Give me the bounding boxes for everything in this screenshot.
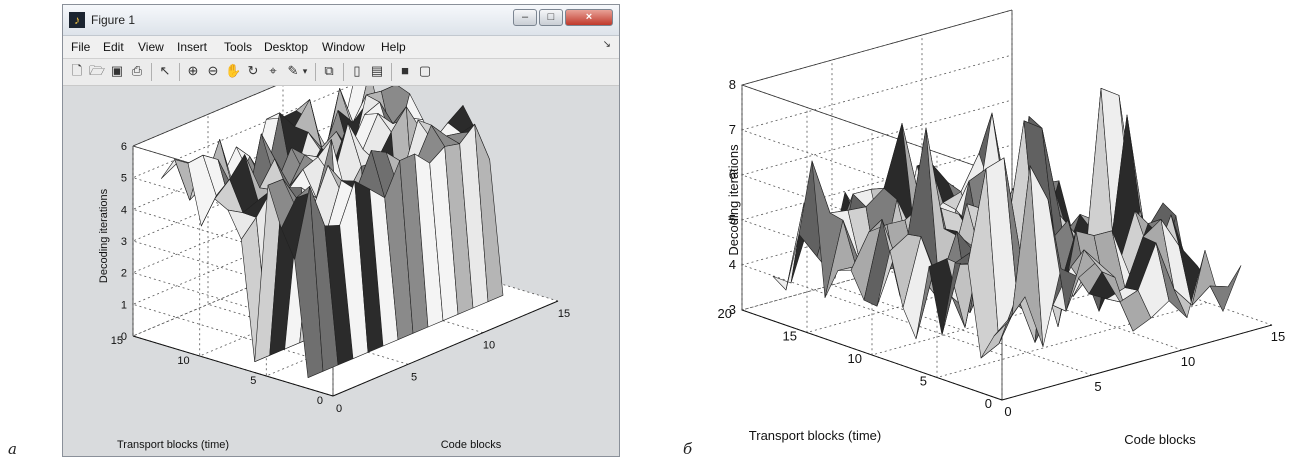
menu-desktop[interactable]: Desktop (264, 40, 309, 54)
toolbar-separator (343, 63, 344, 81)
data-cursor-icon[interactable]: ⌖ (269, 63, 277, 78)
menu-window[interactable]: Window (322, 40, 365, 54)
menu-help[interactable]: Help (381, 40, 406, 54)
z-tick-label: 5 (121, 173, 127, 185)
axis-box-edge (741, 9, 1013, 86)
new-figure-icon[interactable]: 🗋 (71, 63, 83, 78)
z-tick-label: 8 (729, 77, 736, 92)
x-tick-label: 0 (1004, 404, 1011, 419)
z-tick-label: 7 (729, 122, 736, 137)
rotate-3d-icon[interactable]: ↻ (247, 63, 259, 78)
x-tick-label: 15 (558, 308, 570, 320)
maximize-button[interactable]: □ (539, 9, 563, 26)
close-button[interactable]: × (565, 9, 613, 26)
y-tick-label: 15 (111, 335, 123, 347)
x-tick-label: 10 (483, 340, 495, 352)
panel-label-a: а (8, 440, 17, 458)
toolbar-separator (391, 63, 392, 81)
panel-label-b: б (683, 440, 693, 458)
pointer-icon[interactable]: ↖ (159, 63, 171, 78)
y-tick-label: 5 (920, 374, 927, 389)
figure-window: ♪ Figure 1 – □ × File Edit View Insert T… (62, 4, 620, 457)
z-tick-label: 6 (121, 141, 127, 153)
y-axis-line (741, 309, 1003, 401)
menu-dock-arrow-icon[interactable]: ↘ (602, 39, 611, 50)
menu-file[interactable]: File (71, 40, 91, 54)
menu-edit[interactable]: Edit (103, 40, 124, 54)
y-tick-label: 10 (177, 355, 189, 367)
toolbar-separator (315, 63, 316, 81)
menu-bar: File Edit View Insert Tools Desktop Wind… (63, 36, 619, 59)
title-bar: ♪ Figure 1 – □ × (63, 5, 619, 36)
x-axis-label: Code blocks (441, 439, 502, 451)
y-tick-label: 20 (718, 306, 732, 321)
colorbar-icon[interactable]: ▯ (353, 63, 361, 78)
brush-dropdown-icon[interactable]: ▾ (302, 66, 308, 76)
z-tick-label: 1 (121, 299, 127, 311)
axis-box-edge (741, 84, 1003, 176)
hide-plot-tools-icon[interactable]: ■ (401, 63, 409, 78)
z-tick-label: 4 (121, 204, 127, 216)
grid-line (131, 82, 359, 239)
print-icon[interactable]: ⎙ (131, 63, 143, 78)
legend-icon[interactable]: ▤ (370, 63, 384, 78)
x-tick-label: 5 (411, 371, 417, 383)
zoom-out-icon[interactable]: ⊖ (207, 63, 219, 78)
figure-canvas: 0 5 10 15 0 5 10 15 0 1 2 3 4 5 6 Code blocks Transport … (63, 50, 619, 456)
surface-plot-b[interactable]: 0 5 10 15 0 5 10 15 203 4 5 6 7 8 Code blocks Transport… (690, 0, 1310, 457)
z-tick-label: 3 (121, 236, 127, 248)
matlab-app-icon: ♪ (69, 12, 85, 28)
x-tick-label: 5 (1094, 379, 1101, 394)
menu-insert[interactable]: Insert (177, 40, 208, 54)
y-tick-label: 15 (783, 329, 797, 344)
z-tick-label: 4 (729, 257, 736, 272)
z-tick-label: 5 (729, 212, 736, 227)
toolbar-separator (151, 63, 152, 81)
z-tick-label: 0 (121, 331, 127, 343)
save-icon[interactable]: ▣ (110, 63, 124, 78)
surface-patch (1209, 265, 1242, 312)
z-tick-label: 3 (729, 302, 736, 317)
z-tick-label: 2 (121, 268, 127, 280)
show-plot-tools-icon[interactable]: ▢ (418, 63, 432, 78)
open-file-icon[interactable]: 🗁 (89, 63, 106, 78)
x-axis-line (332, 300, 559, 397)
menu-tools[interactable]: Tools (224, 40, 253, 54)
z-axis-label: Decoding iterations (98, 188, 110, 283)
window-title: Figure 1 (91, 13, 136, 27)
zoom-in-icon[interactable]: ⊕ (187, 63, 199, 78)
surface-patch (474, 123, 504, 302)
brush-icon[interactable]: ✎ (287, 63, 299, 78)
x-tick-label: 0 (336, 403, 342, 415)
z-tick-label: 6 (729, 167, 736, 182)
y-axis-label: Transport blocks (time) (117, 439, 229, 451)
minimize-button[interactable]: – (513, 9, 537, 26)
y-tick-label: 0 (317, 395, 323, 407)
y-tick-label: 5 (250, 375, 256, 387)
link-icon[interactable]: ⧉ (324, 63, 334, 78)
pan-icon[interactable]: ✋ (225, 63, 242, 78)
y-axis-label: Transport blocks (time) (749, 428, 881, 443)
z-axis-label: Decoding iterations (726, 144, 741, 256)
y-tick-label: 10 (848, 351, 862, 366)
toolbar-separator (179, 63, 180, 81)
y-tick-label: 0 (985, 396, 992, 411)
y-axis-line (132, 335, 334, 397)
menu-view[interactable]: View (138, 40, 164, 54)
x-tick-label: 15 (1271, 329, 1285, 344)
x-tick-label: 10 (1181, 354, 1195, 369)
x-axis-line (1001, 324, 1273, 401)
figure-toolbar: 🗋 🗁 ▣ ⎙ ↖ ⊕ ⊖ ✋ ↻ ⌖ ✎ ▾ ⧉ ▯ ▤ ■ ▢ (63, 59, 619, 86)
x-axis-label: Code blocks (1124, 432, 1196, 447)
